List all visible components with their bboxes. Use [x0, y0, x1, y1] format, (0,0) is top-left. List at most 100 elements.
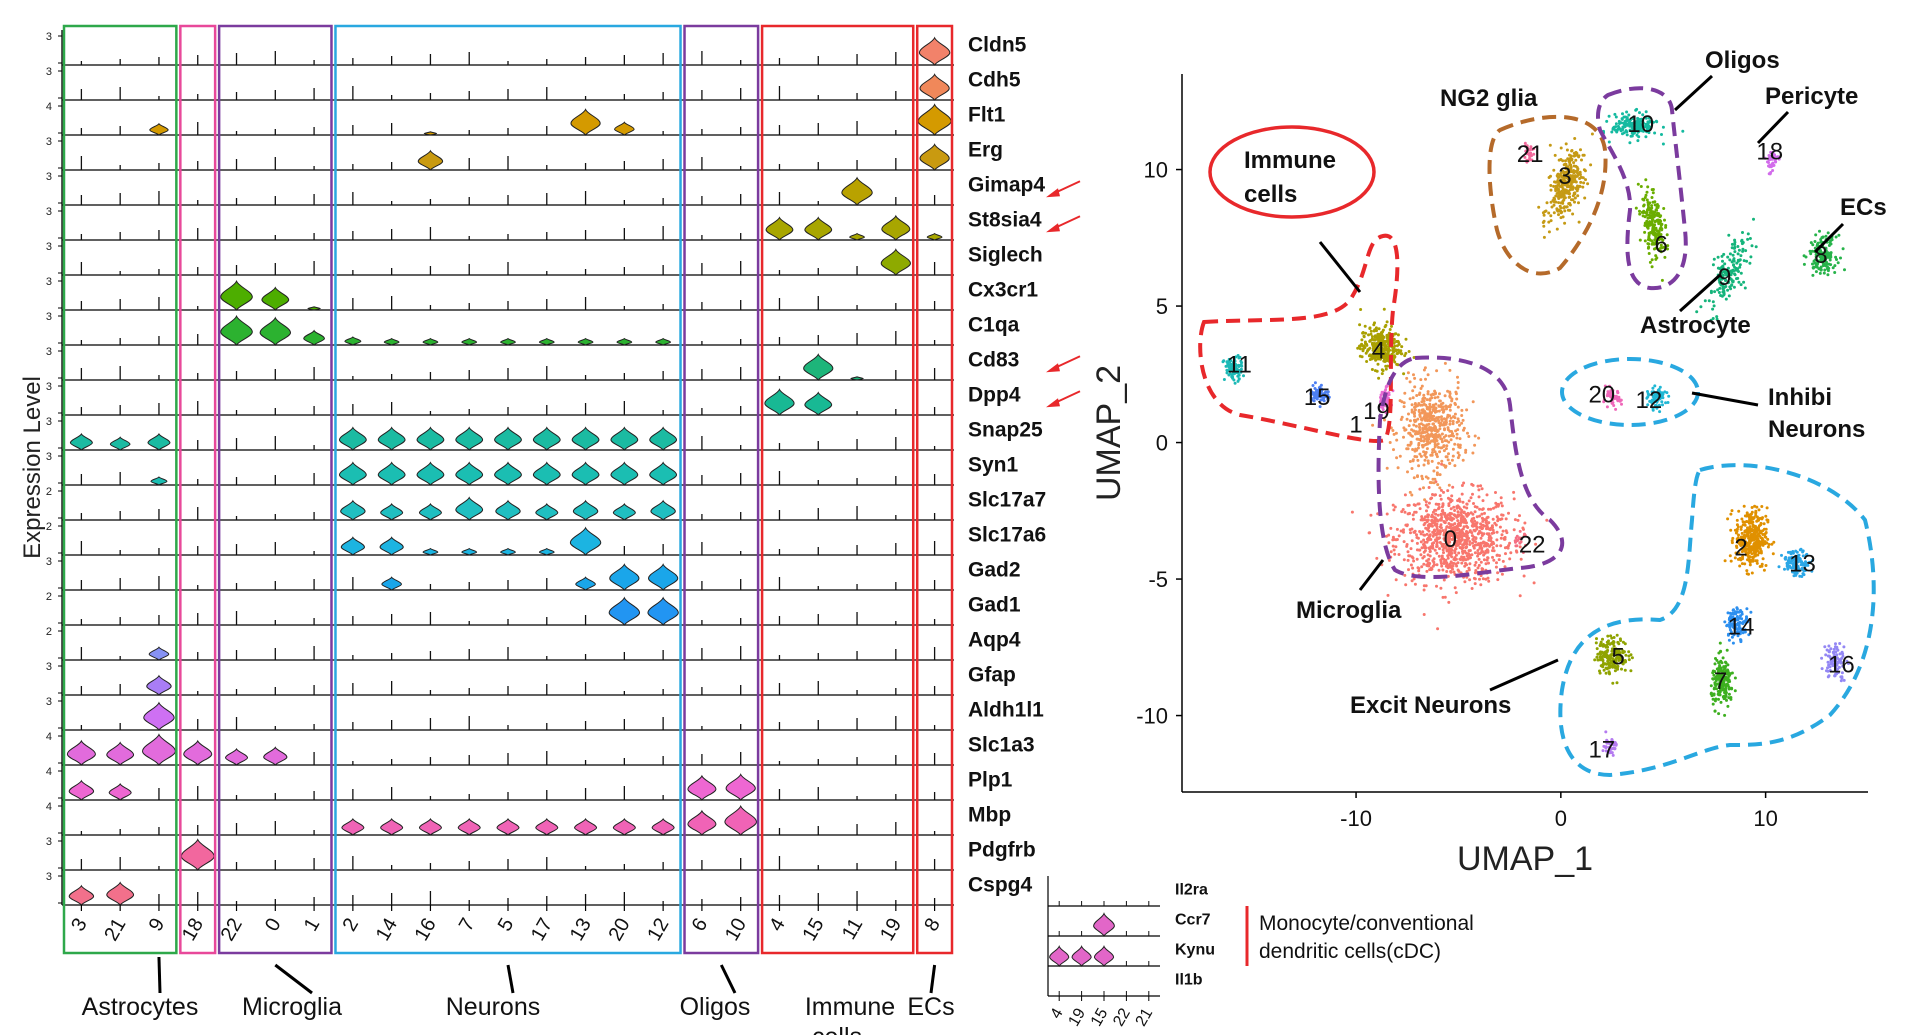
violin: [455, 426, 484, 451]
umap-point: [1458, 499, 1462, 503]
umap-point: [1590, 132, 1594, 136]
umap-point: [1460, 492, 1464, 496]
umap-point: [1432, 414, 1436, 418]
cluster-label: 7: [455, 915, 480, 936]
umap-point: [1456, 510, 1460, 514]
umap-point: [1395, 538, 1399, 541]
umap-point: [1409, 563, 1413, 567]
umap-point: [1402, 372, 1406, 376]
umap-point: [1718, 664, 1722, 667]
umap-point: [1759, 531, 1763, 535]
umap-point: [1500, 517, 1504, 521]
umap-point: [1428, 533, 1432, 537]
umap-point: [1406, 447, 1410, 451]
umap-point: [1650, 258, 1654, 262]
umap-point: [1443, 361, 1447, 365]
umap-point: [1486, 525, 1489, 529]
umap-point: [1718, 641, 1722, 645]
umap-point: [1681, 129, 1685, 133]
umap-point: [1432, 563, 1436, 567]
umap-point: [1407, 350, 1411, 353]
umap-point: [1368, 327, 1372, 330]
umap-point: [1424, 515, 1427, 519]
umap-point: [1399, 349, 1403, 353]
umap-point: [1462, 525, 1466, 529]
x-tick-label: -10: [1340, 806, 1372, 831]
umap-point: [1492, 549, 1496, 553]
violin: [919, 143, 950, 172]
umap-point: [1838, 642, 1842, 645]
umap-point: [1754, 511, 1758, 515]
umap-point: [1459, 513, 1463, 517]
umap-point: [1382, 359, 1386, 363]
umap-point: [1422, 415, 1426, 419]
umap-point: [1431, 448, 1435, 452]
violin: [648, 563, 679, 592]
violin: [647, 596, 679, 627]
umap-point: [1382, 307, 1386, 311]
umap-point: [1384, 388, 1388, 392]
umap-point: [1391, 429, 1395, 432]
umap-point: [1727, 294, 1731, 298]
umap-point: [1457, 453, 1461, 457]
umap-point: [1606, 659, 1610, 662]
umap-point: [1428, 419, 1432, 423]
umap-point: [1386, 355, 1390, 359]
umap-point: [1834, 235, 1838, 239]
umap-point: [1419, 417, 1423, 421]
umap-point: [1568, 201, 1572, 205]
umap-point: [1419, 422, 1423, 426]
umap-point: [1441, 502, 1445, 506]
umap-point: [1481, 517, 1485, 521]
umap-point: [1751, 523, 1755, 527]
umap-point: [1753, 554, 1757, 558]
umap-point: [1491, 517, 1495, 521]
gene-label: Gad1: [968, 594, 1021, 617]
umap-point: [1358, 323, 1362, 327]
umap-point: [1499, 501, 1503, 505]
umap-point: [1461, 546, 1465, 550]
umap-point: [1734, 531, 1738, 535]
umap-point: [1726, 255, 1730, 259]
umap-point: [1388, 441, 1392, 444]
umap-point: [1360, 342, 1364, 346]
umap-point: [1402, 558, 1406, 562]
umap-point: [1373, 369, 1377, 373]
violin: [649, 461, 678, 486]
umap-point: [1716, 255, 1720, 259]
umap-point: [1642, 203, 1646, 207]
umap-point: [1487, 507, 1490, 511]
umap-point: [1408, 419, 1412, 423]
umap-point: [1410, 403, 1414, 407]
umap-point: [1557, 158, 1561, 162]
umap-point: [1449, 548, 1453, 552]
umap-point: [1738, 263, 1742, 267]
umap-point: [1385, 512, 1389, 516]
umap-point: [1407, 412, 1410, 416]
violin: [383, 337, 400, 346]
umap-point: [1394, 349, 1398, 353]
umap-point: [1407, 568, 1410, 572]
umap-point: [1425, 569, 1429, 573]
gene-label: Pdgfrb: [968, 839, 1036, 862]
umap-point: [1606, 642, 1610, 645]
umap-point: [1418, 412, 1422, 415]
cluster-label: 20: [605, 915, 635, 945]
umap-point: [1420, 408, 1424, 412]
umap-point: [1363, 324, 1367, 328]
umap-point: [1450, 565, 1454, 569]
umap-point: [1425, 540, 1429, 544]
umap-point: [1440, 408, 1444, 411]
umap-point: [1418, 487, 1422, 491]
umap-point: [1421, 556, 1425, 560]
umap-point: [1385, 466, 1389, 470]
umap-point: [1499, 544, 1503, 548]
violin: [687, 774, 717, 801]
umap-point: [1458, 437, 1462, 441]
umap-point: [1750, 506, 1754, 509]
umap-point: [1479, 531, 1483, 535]
row-ymax-label: 4: [46, 801, 52, 813]
cluster-label: 22: [217, 915, 247, 945]
gene-label: Snap25: [968, 419, 1043, 442]
